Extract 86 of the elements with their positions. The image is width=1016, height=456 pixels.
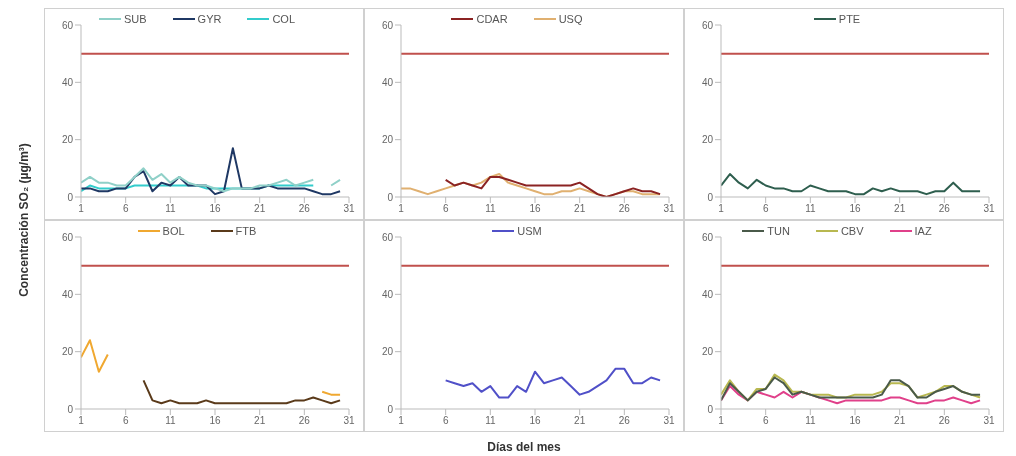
x-tick-label: 1 xyxy=(78,203,85,215)
x-tick-label: 6 xyxy=(442,203,449,215)
x-tick-label: 6 xyxy=(122,415,129,427)
x-axis-title: Días del mes xyxy=(486,440,562,454)
x-tick-label: 11 xyxy=(805,415,816,427)
x-tick-label: 21 xyxy=(254,415,266,427)
y-tick-label: 40 xyxy=(381,288,394,300)
x-tick-label: 1 xyxy=(78,415,85,427)
x-tick-label: 31 xyxy=(983,415,995,427)
y-tick-label: 60 xyxy=(61,231,74,243)
legend-label: CDAR xyxy=(476,13,508,25)
y-tick-label: 0 xyxy=(67,403,74,415)
x-tick-label: 11 xyxy=(165,415,176,427)
y-tick-label: 0 xyxy=(67,191,74,203)
x-tick-label: 26 xyxy=(298,415,311,427)
legend-label: SUB xyxy=(123,13,147,25)
x-tick-label: 21 xyxy=(254,203,266,215)
y-tick-label: 60 xyxy=(61,19,74,31)
y-tick-label: 0 xyxy=(387,191,394,203)
x-tick-label: 21 xyxy=(894,415,906,427)
x-tick-label: 26 xyxy=(938,203,951,215)
x-tick-label: 11 xyxy=(805,203,816,215)
y-tick-label: 40 xyxy=(381,76,394,88)
x-tick-label: 16 xyxy=(209,203,221,215)
legend-label: CBV xyxy=(840,225,864,237)
y-tick-label: 40 xyxy=(701,288,714,300)
x-tick-label: 26 xyxy=(618,415,631,427)
x-tick-label: 6 xyxy=(762,203,769,215)
y-tick-label: 20 xyxy=(701,134,714,146)
x-tick-label: 11 xyxy=(485,203,496,215)
legend-label: IAZ xyxy=(914,225,932,237)
y-tick-label: 20 xyxy=(61,134,74,146)
line-series xyxy=(142,379,342,405)
x-tick-label: 21 xyxy=(574,203,586,215)
x-tick-label: 16 xyxy=(209,415,221,427)
y-tick-label: 20 xyxy=(381,346,394,358)
legend-label: TUN xyxy=(767,225,790,237)
line-series xyxy=(721,173,982,196)
y-tick-label: 0 xyxy=(707,191,714,203)
x-tick-label: 31 xyxy=(663,203,675,215)
x-tick-label: 16 xyxy=(849,203,861,215)
y-tick-label: 20 xyxy=(61,346,74,358)
x-tick-label: 16 xyxy=(529,415,541,427)
legend-label: COL xyxy=(272,13,296,25)
x-tick-label: 1 xyxy=(398,203,405,215)
x-tick-label: 26 xyxy=(618,203,631,215)
line-series xyxy=(444,367,662,399)
y-tick-label: 60 xyxy=(381,231,394,243)
legend-label: GYR xyxy=(197,13,222,25)
legend-label: PTE xyxy=(838,13,861,25)
x-tick-label: 6 xyxy=(762,415,769,427)
legend-label: USM xyxy=(517,225,542,237)
y-axis-title: Concentración SO₂ (µg/m³) xyxy=(17,143,31,297)
x-tick-label: 16 xyxy=(529,203,541,215)
y-tick-label: 0 xyxy=(387,403,394,415)
x-tick-label: 31 xyxy=(343,203,355,215)
x-tick-label: 26 xyxy=(938,415,951,427)
x-tick-label: 26 xyxy=(298,203,311,215)
x-tick-label: 11 xyxy=(485,415,496,427)
y-tick-label: 40 xyxy=(61,288,74,300)
x-tick-label: 31 xyxy=(663,415,675,427)
legend-label: BOL xyxy=(162,225,185,237)
x-tick-label: 6 xyxy=(122,203,129,215)
y-tick-label: 20 xyxy=(381,134,394,146)
line-series xyxy=(444,175,662,197)
y-tick-label: 40 xyxy=(701,76,714,88)
line-series xyxy=(81,339,109,373)
y-tick-label: 60 xyxy=(701,231,714,243)
x-tick-label: 21 xyxy=(574,415,586,427)
legend-label: FTB xyxy=(235,225,257,237)
x-tick-label: 31 xyxy=(983,203,995,215)
x-tick-label: 21 xyxy=(894,203,906,215)
x-tick-label: 1 xyxy=(718,415,725,427)
y-tick-label: 20 xyxy=(701,346,714,358)
y-tick-label: 40 xyxy=(61,76,74,88)
x-tick-label: 1 xyxy=(718,203,725,215)
x-tick-label: 31 xyxy=(343,415,355,427)
line-series xyxy=(81,147,342,196)
y-tick-label: 60 xyxy=(381,19,394,31)
x-tick-label: 6 xyxy=(442,415,449,427)
y-tick-label: 0 xyxy=(707,403,714,415)
x-tick-label: 11 xyxy=(165,203,176,215)
x-tick-label: 1 xyxy=(398,415,405,427)
legend-label: USQ xyxy=(558,13,583,25)
x-tick-label: 16 xyxy=(849,415,861,427)
y-tick-label: 60 xyxy=(701,19,714,31)
